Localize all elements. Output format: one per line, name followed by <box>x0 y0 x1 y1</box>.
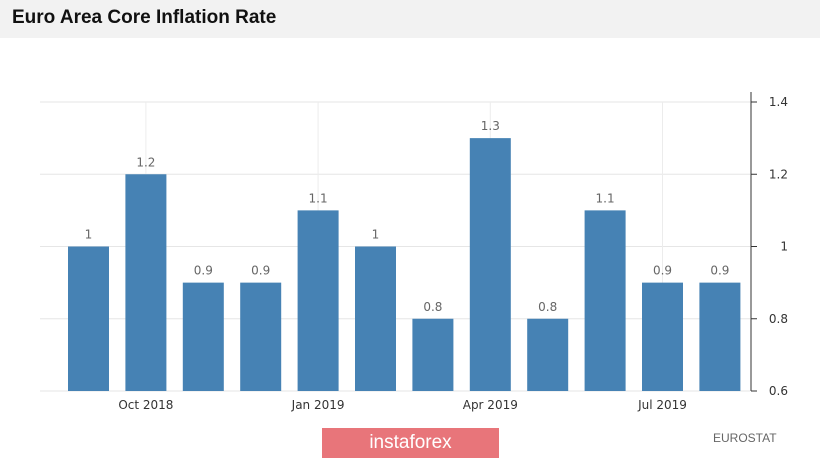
bar-value-label: 1.1 <box>596 191 615 205</box>
bar <box>699 282 741 391</box>
bar <box>68 246 109 391</box>
bar-value-label: 0.9 <box>710 264 729 278</box>
bar-value-label: 0.9 <box>251 264 270 278</box>
x-tick-label: Jan 2019 <box>291 398 345 412</box>
chart-area: 0.6 0.8 1 1.2 1.4 1 1.2 0.9 0.9 1.1 1 0.8 1.3 0.8 1.1 0… <box>40 92 788 412</box>
bar <box>527 318 569 391</box>
x-tick-label: Jul 2019 <box>637 398 687 412</box>
bar-value-label: 0.9 <box>653 264 672 278</box>
bar-value-label: 0.8 <box>538 300 557 314</box>
y-tick-label: 1 <box>780 240 788 254</box>
bar-value-label: 1.3 <box>481 119 500 133</box>
bar-value-label: 0.8 <box>423 300 442 314</box>
y-tick-label: 1.4 <box>769 95 788 109</box>
x-tick-label: Apr 2019 <box>463 398 518 412</box>
bar-value-label: 1.1 <box>309 191 328 205</box>
bar <box>182 282 224 391</box>
bar-value-label: 1.2 <box>136 155 155 169</box>
y-tick-label: 1.2 <box>769 167 788 181</box>
bar <box>240 282 282 391</box>
bar <box>297 210 339 391</box>
bar <box>125 174 167 391</box>
bar <box>584 210 626 391</box>
instaforex-watermark: instaforex <box>322 428 499 458</box>
title-bar: Euro Area Core Inflation Rate <box>0 0 820 38</box>
bar-value-label: 1 <box>372 228 380 242</box>
bar-value-label: 0.9 <box>194 264 213 278</box>
x-tick-label: Oct 2018 <box>118 398 173 412</box>
y-tick-label: 0.8 <box>769 312 788 326</box>
bar <box>642 282 683 391</box>
bar <box>469 138 511 391</box>
y-tick-label: 0.6 <box>769 384 788 398</box>
chart-title: Euro Area Core Inflation Rate <box>12 7 277 28</box>
bar <box>412 318 454 391</box>
bar-value-label: 1 <box>85 228 93 242</box>
source-label: EUROSTAT <box>713 431 777 445</box>
bar <box>355 246 396 391</box>
